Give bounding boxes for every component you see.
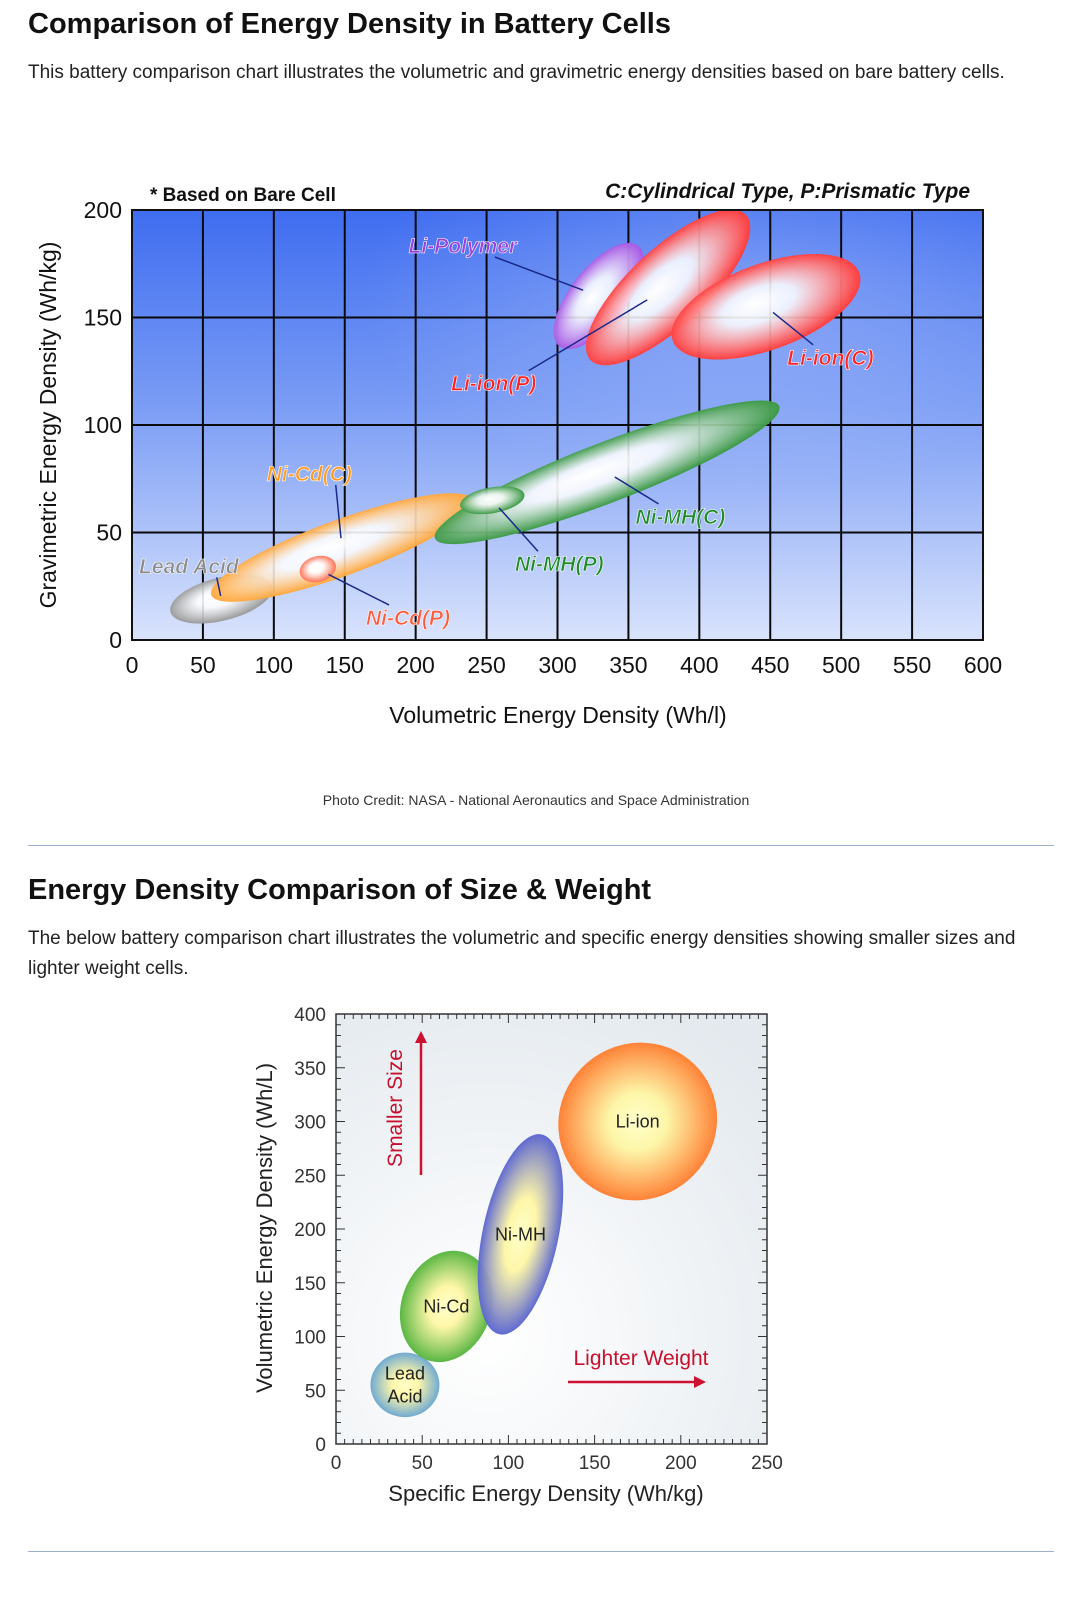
chart2-y-tick-label: 150 (294, 1274, 326, 1295)
chart1-note-left: * Based on Bare Cell (150, 185, 336, 206)
chart1-x-tick-label: 150 (326, 652, 364, 678)
region-label-ni-mh: Ni-MH (495, 1224, 546, 1244)
chart1-x-tick-label: 50 (190, 652, 216, 678)
chart1-x-tick-label: 400 (680, 652, 718, 678)
chart1-y-tick-label: 150 (84, 305, 122, 331)
section-1-title: Comparison of Energy Density in Battery … (28, 8, 671, 40)
leader-line-li-ion-c (772, 311, 814, 346)
chart2-x-tick-label: 0 (331, 1453, 342, 1474)
chart2-x-axis-label: Specific Energy Density (Wh/kg) (388, 1481, 703, 1506)
section-divider-2 (28, 1551, 1054, 1552)
chart2-y-tick-label: 200 (294, 1220, 326, 1241)
lighter-weight-annotation: Lighter Weight (573, 1347, 708, 1370)
region-li-ion-c (671, 253, 861, 360)
smaller-size-annotation: Smaller Size (384, 1049, 407, 1167)
chart2-y-tick-label: 250 (294, 1166, 326, 1187)
leader-line-ni-cd-c (334, 484, 342, 539)
region-label-ni-mh-p: Ni-MH(P) (515, 553, 604, 576)
energy-density-chart-1: Lead Acid Ni-Cd(C) Ni-Cd(P) Ni-MH(C) Ni-MH(P… (35, 180, 1002, 728)
section-divider-1 (28, 845, 1054, 846)
chart1-x-tick-label: 450 (751, 652, 789, 678)
chart2-x-tick-label: 50 (412, 1453, 433, 1474)
chart2-y-tick-label: 0 (315, 1435, 326, 1456)
region-label-li-polymer: Li-Polymer (409, 235, 519, 258)
region-label-li-ion-c: Li-ion(C) (787, 347, 873, 370)
chart1-y-tick-label: 100 (84, 412, 122, 438)
chart1-x-tick-label: 200 (396, 652, 434, 678)
chart2-x-tick-label: 250 (751, 1453, 783, 1474)
region-label-li-ion-p: Li-ion(P) (451, 373, 536, 396)
chart1-x-tick-label: 100 (255, 652, 293, 678)
leader-line-li-polymer (494, 256, 584, 291)
section-2-description: The below battery comparison chart illus… (28, 928, 1016, 979)
chart1-y-tick-label: 0 (109, 627, 122, 653)
photo-credit: Photo Credit: NASA - National Aeronautic… (322, 792, 750, 808)
chart1-y-tick-label: 50 (96, 520, 122, 546)
chart1-y-axis-label: Gravimetric Energy Density (Wh/kg) (35, 242, 61, 609)
region-label-lead-acid: Lead (385, 1363, 425, 1383)
chart1-x-tick-label: 550 (893, 652, 931, 678)
region-label-ni-mh-c: Ni-MH(C) (636, 506, 726, 529)
region-ni-cd-p (299, 555, 336, 583)
region-label-lead-acid: Lead Acid (139, 555, 240, 578)
region-label-ni-cd-c: Ni-Cd(C) (267, 463, 352, 486)
chart1-x-tick-label: 250 (467, 652, 505, 678)
leader-line-ni-mh-p (498, 507, 539, 552)
leader-line-ni-mh-c (614, 476, 659, 505)
chart2-y-tick-label: 400 (294, 1005, 326, 1026)
chart2-y-tick-label: 350 (294, 1059, 326, 1080)
region-li-ion-p (585, 209, 751, 366)
chart2-x-tick-label: 200 (665, 1453, 697, 1474)
chart1-x-axis-label: Volumetric Energy Density (Wh/l) (389, 702, 726, 728)
chart1-note-right: C:Cylindrical Type, P:Prismatic Type (605, 180, 970, 203)
chart1-x-tick-label: 350 (609, 652, 647, 678)
region-label-ni-cd-p: Ni-Cd(P) (366, 607, 450, 630)
chart1-x-tick-label: 0 (126, 652, 139, 678)
region-ni-mh (477, 1134, 564, 1335)
region-ni-cd (399, 1250, 493, 1363)
chart1-y-tick-label: 200 (84, 197, 122, 223)
chart2-y-axis-label: Volumetric Energy Density (Wh/L) (252, 1063, 277, 1393)
region-ni-mh-c (434, 400, 780, 545)
chart2-y-tick-label: 50 (305, 1381, 326, 1402)
region-ni-mh-p (460, 486, 525, 515)
section-2-title: Energy Density Comparison of Size & Weig… (28, 874, 652, 906)
region-label-ni-cd: Ni-Cd (423, 1296, 469, 1316)
section-1-description: This battery comparison chart illustrate… (28, 62, 1005, 83)
leader-line-lead-acid (215, 577, 222, 597)
chart2-x-tick-label: 150 (579, 1453, 611, 1474)
region-label-lead-acid: Acid (387, 1386, 422, 1406)
region-li-polymer (553, 242, 644, 350)
chart2-y-tick-label: 100 (294, 1328, 326, 1349)
chart2-y-tick-label: 300 (294, 1113, 326, 1134)
chart1-x-tick-label: 600 (964, 652, 1002, 678)
leader-line-li-ion-p (528, 299, 648, 372)
region-ni-cd-c (210, 493, 473, 602)
chart1-x-tick-label: 300 (538, 652, 576, 678)
leader-line-ni-cd-p (328, 573, 390, 606)
region-lead-acid (370, 1352, 440, 1418)
region-li-ion (558, 1042, 718, 1201)
chart2-x-tick-label: 100 (493, 1453, 525, 1474)
energy-density-chart-2: Lead Acid Ni-Cd Ni-MH Li-ion 0 50 100 150 200 250… (252, 1005, 783, 1506)
chart1-x-tick-label: 500 (822, 652, 860, 678)
region-label-li-ion: Li-ion (616, 1112, 660, 1132)
